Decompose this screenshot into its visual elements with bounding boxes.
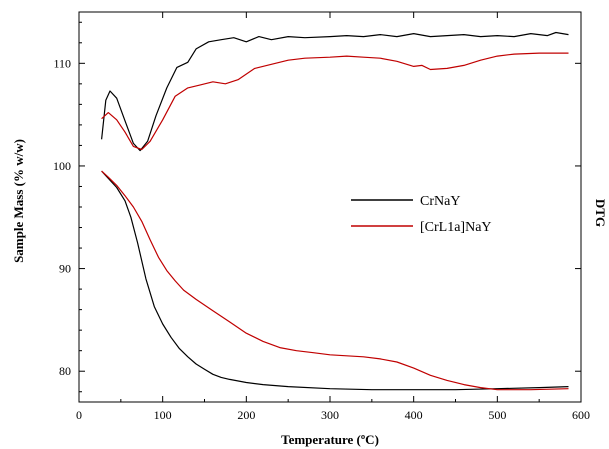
series-line-0: [101, 170, 569, 391]
series-layer: [101, 31, 569, 391]
x-axis-title: Temperature (ºC): [281, 432, 379, 447]
legend: CrNaY [CrL1a]NaY: [351, 194, 492, 235]
y-tick-label: 100: [53, 159, 71, 173]
plot-frame: [78, 11, 582, 403]
x-axis-ticks: 0 100 200 300 400 500 600: [76, 12, 590, 422]
y-axis-title: Sample Mass (% w/w): [11, 139, 26, 263]
series-line-1: [101, 170, 569, 391]
series-line-2: [101, 31, 569, 152]
x-tick-label: 600: [572, 408, 590, 422]
x-tick-label: 0: [76, 408, 82, 422]
x-tick-label: 200: [237, 408, 255, 422]
axes: [78, 11, 582, 403]
y-axis-ticks: 80 90 100 110: [53, 21, 581, 393]
legend-label-crnay: CrNaY: [420, 194, 460, 209]
x-tick-label: 100: [154, 408, 172, 422]
y2-axis-title: DTG: [593, 199, 608, 227]
x-tick-label: 300: [321, 408, 339, 422]
x-tick-label: 500: [488, 408, 506, 422]
legend-label-crl1a-nay: [CrL1a]NaY: [420, 220, 492, 235]
y-tick-label: 110: [53, 56, 71, 70]
x-tick-label: 400: [405, 408, 423, 422]
y-tick-label: 80: [59, 364, 71, 378]
series-line-3: [101, 52, 569, 151]
y-tick-label: 90: [59, 262, 71, 276]
